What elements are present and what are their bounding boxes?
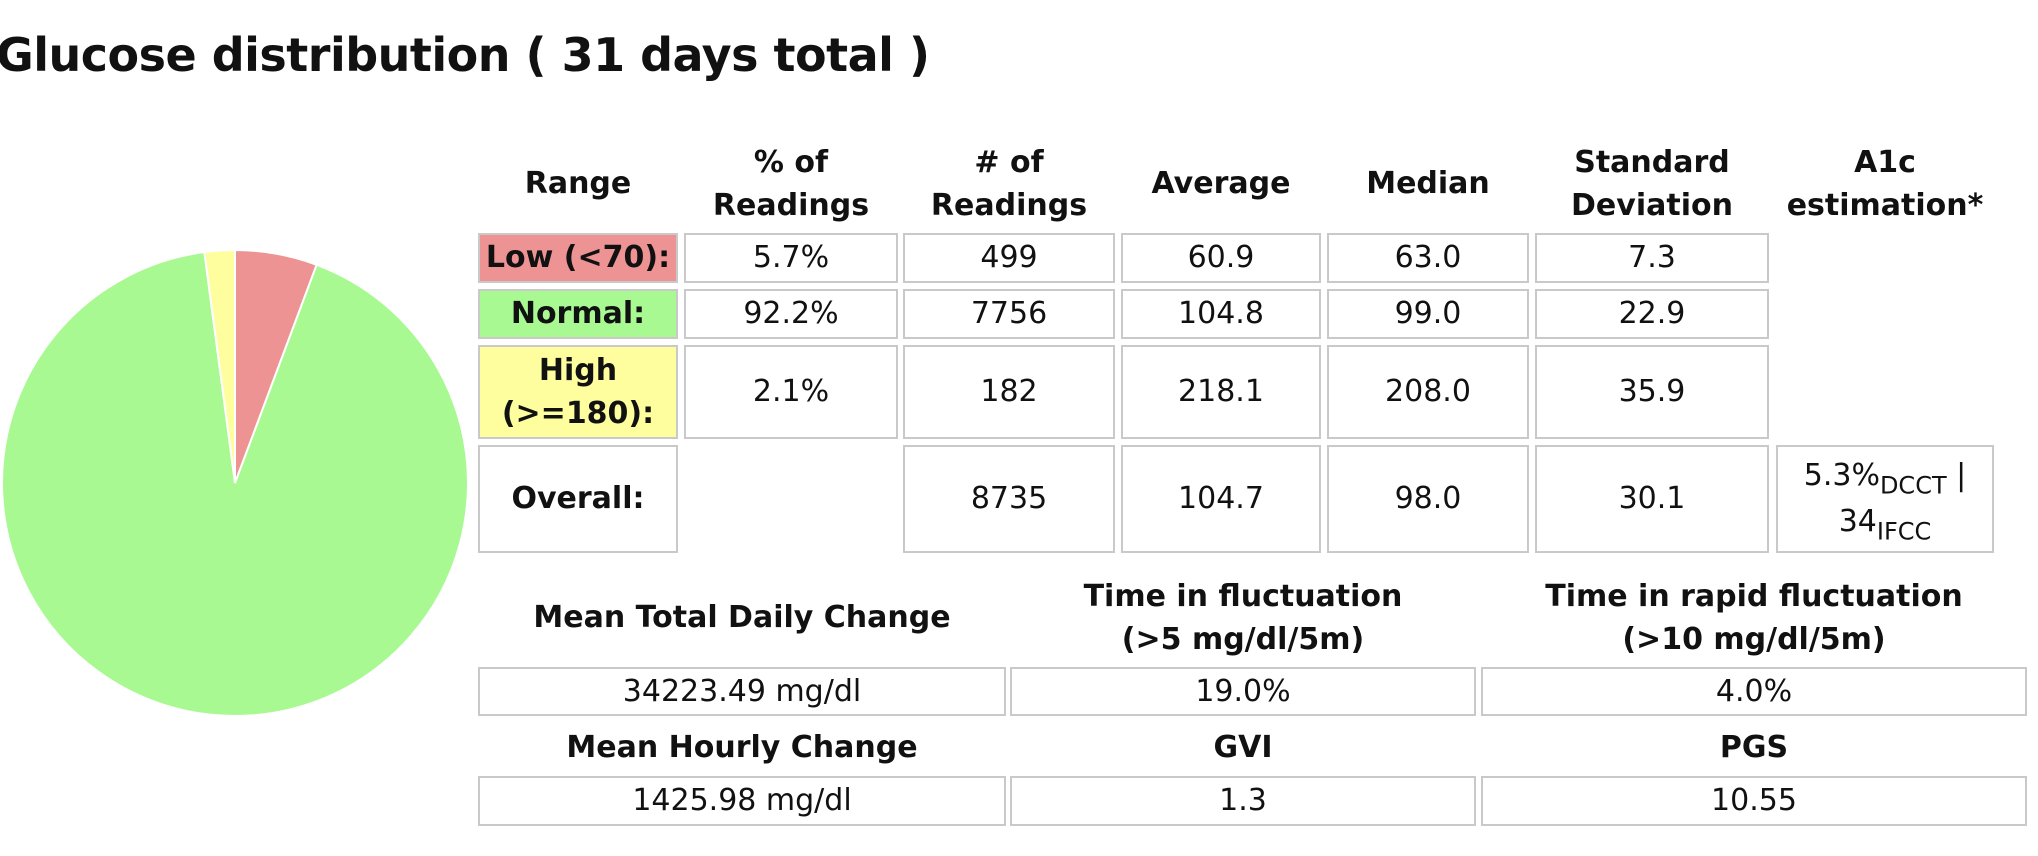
header-median: Median <box>1366 166 1490 202</box>
row-label-overall: Overall: <box>478 445 678 553</box>
low-median: 63.0 <box>1327 233 1529 283</box>
mean-total-daily-change-value: 34223.49 mg/dl <box>478 667 1006 716</box>
time-in-fluctuation-label-line1: Time in fluctuation <box>1083 578 1403 614</box>
low-percent: 5.7% <box>684 233 898 283</box>
header-a1c-estimation: A1c estimation* <box>1786 144 1984 224</box>
header-percent-readings: % of Readings <box>712 144 870 224</box>
header-standard-deviation: Standard Deviation <box>1571 144 1733 224</box>
row-label-high: High (>=180): <box>478 345 678 439</box>
pie-slice-high <box>203 248 236 484</box>
time-in-rapid-fluctuation-value: 4.0% <box>1481 667 2027 716</box>
mean-hourly-change-value: 1425.98 mg/dl <box>478 776 1006 826</box>
row-label-high-line1: High <box>538 352 618 388</box>
time-in-fluctuation-value: 19.0% <box>1010 667 1476 716</box>
time-in-rapid-fluctuation-label-line1: Time in rapid fluctuation <box>1545 578 1963 614</box>
overall-median: 98.0 <box>1327 445 1529 553</box>
header-count-readings: # of Readings <box>930 144 1088 224</box>
normal-average: 104.8 <box>1121 289 1321 339</box>
pie-slice-normal <box>1 250 469 717</box>
mean-hourly-change-label: Mean Hourly Change <box>566 730 918 766</box>
high-average: 218.1 <box>1121 345 1321 439</box>
time-in-rapid-fluctuation-label: Time in rapid fluctuation (>10 mg/dl/5m) <box>1481 572 2027 664</box>
high-median: 208.0 <box>1327 345 1529 439</box>
overall-count: 8735 <box>903 445 1115 553</box>
gvi-value: 1.3 <box>1010 776 1476 826</box>
glucose-pie-chart <box>1 248 469 717</box>
low-sd: 7.3 <box>1535 233 1769 283</box>
high-sd: 35.9 <box>1535 345 1769 439</box>
time-in-fluctuation-label-line2: (>5 mg/dl/5m) <box>1121 622 1365 657</box>
time-in-fluctuation-label: Time in fluctuation (>5 mg/dl/5m) <box>1010 572 1476 664</box>
normal-sd: 22.9 <box>1535 289 1769 339</box>
row-label-high-line2: (>=180): <box>501 396 655 431</box>
a1c-ifcc-value: 34 <box>1838 504 1877 539</box>
high-count: 182 <box>903 345 1115 439</box>
pgs-label: PGS <box>1719 730 1789 766</box>
page-title: Glucose distribution ( 31 days total ) <box>0 28 930 82</box>
header-average: Average <box>1151 166 1291 202</box>
normal-count: 7756 <box>903 289 1115 339</box>
normal-median: 99.0 <box>1327 289 1529 339</box>
pgs-value: 10.55 <box>1481 776 2027 826</box>
overall-a1c: 5.3%DCCT | 34IFCC <box>1776 445 1994 553</box>
row-label-normal: Normal: <box>478 289 678 339</box>
low-average: 60.9 <box>1121 233 1321 283</box>
row-label-low: Low (<70): <box>478 233 678 283</box>
header-range: Range <box>524 166 632 202</box>
gvi-label: GVI <box>1213 730 1273 766</box>
overall-average: 104.7 <box>1121 445 1321 553</box>
overall-sd: 30.1 <box>1535 445 1769 553</box>
high-percent: 2.1% <box>684 345 898 439</box>
a1c-dcct-unit: DCCT <box>1879 470 1947 499</box>
mean-total-daily-change-label: Mean Total Daily Change <box>533 600 951 636</box>
low-count: 499 <box>903 233 1115 283</box>
normal-percent: 92.2% <box>684 289 898 339</box>
time-in-rapid-fluctuation-label-line2: (>10 mg/dl/5m) <box>1622 622 1886 657</box>
a1c-dcct-value: 5.3% <box>1803 457 1880 493</box>
a1c-separator: | <box>1956 457 1967 493</box>
a1c-ifcc-unit: IFCC <box>1876 517 1932 546</box>
